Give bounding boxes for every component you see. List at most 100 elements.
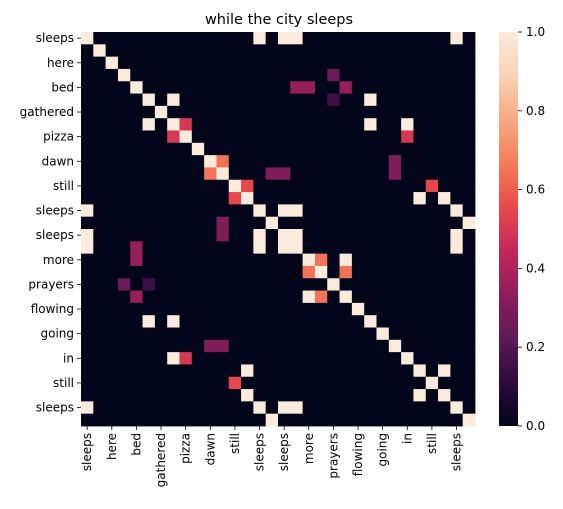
heatmap-cell	[450, 192, 464, 205]
heatmap-cell	[413, 265, 427, 279]
heatmap-cell	[179, 179, 193, 193]
heatmap-cell	[302, 130, 316, 144]
heatmap-cell	[241, 413, 254, 427]
heatmap-cell	[278, 130, 291, 144]
heatmap-cell	[314, 352, 328, 365]
heatmap-cell	[167, 315, 180, 328]
heatmap-cell	[93, 130, 107, 144]
heatmap-cell	[130, 192, 143, 205]
heatmap-cell	[314, 241, 328, 255]
heatmap-cell	[388, 413, 402, 427]
heatmap-cell	[327, 167, 340, 181]
heatmap-cell	[364, 253, 377, 267]
heatmap-cell	[179, 302, 193, 316]
heatmap-cell	[167, 93, 180, 107]
heatmap-cell	[228, 229, 242, 242]
heatmap-cell	[253, 93, 267, 107]
heatmap-cell	[327, 179, 340, 193]
heatmap-cell	[154, 290, 168, 304]
heatmap-cell	[413, 376, 427, 390]
heatmap-cell	[376, 278, 390, 291]
x-tick-label: sleeps	[277, 433, 291, 471]
heatmap-cell	[191, 290, 205, 304]
heatmap-cell	[204, 56, 217, 70]
heatmap-cell	[438, 376, 451, 390]
heatmap-cell	[401, 81, 414, 94]
heatmap-cell	[278, 229, 291, 242]
heatmap-cell	[314, 105, 328, 119]
heatmap-cell	[265, 339, 279, 353]
heatmap-cell	[253, 179, 267, 193]
heatmap-cell	[191, 81, 205, 94]
heatmap-cell	[216, 278, 230, 291]
heatmap-cell	[191, 265, 205, 279]
heatmap-cell	[302, 118, 316, 131]
y-tick-label: in	[63, 351, 74, 365]
heatmap-cell	[462, 413, 476, 427]
heatmap-cell	[278, 315, 291, 328]
heatmap-cell	[413, 68, 427, 82]
heatmap-cell	[179, 229, 193, 242]
heatmap-cell	[462, 56, 476, 70]
heatmap-cell	[130, 93, 143, 107]
heatmap-cell	[167, 339, 180, 353]
heatmap-cell	[302, 352, 316, 365]
heatmap-cell	[241, 118, 254, 131]
heatmap-cell	[401, 155, 414, 168]
heatmap-cell	[425, 105, 439, 119]
heatmap-cell	[228, 241, 242, 255]
heatmap-cell	[364, 93, 377, 107]
heatmap-cell	[179, 56, 193, 70]
heatmap-cell	[438, 302, 451, 316]
heatmap-cell	[327, 56, 340, 70]
heatmap-cell	[154, 376, 168, 390]
heatmap-cell	[388, 192, 402, 205]
heatmap-cell	[142, 278, 156, 291]
heatmap-cell	[253, 339, 267, 353]
heatmap-cell	[339, 265, 353, 279]
colorbar-ticks: 0.0 0.2 0.4 0.6 0.8 1.0	[518, 25, 545, 433]
heatmap-cell	[462, 401, 476, 415]
heatmap-cell	[327, 118, 340, 131]
heatmap-cell	[216, 93, 230, 107]
heatmap-cell	[204, 32, 217, 45]
heatmap-cell	[216, 290, 230, 304]
heatmap-cell	[314, 413, 328, 427]
heatmap-cell	[265, 352, 279, 365]
heatmap-cell	[142, 364, 156, 378]
heatmap-cell	[204, 339, 217, 353]
heatmap-cell	[339, 253, 353, 267]
heatmap-cell	[278, 105, 291, 119]
chart-title: while the city sleeps	[205, 12, 353, 28]
heatmap-cell	[93, 302, 107, 316]
heatmap-cell	[401, 253, 414, 267]
heatmap-cell	[117, 118, 131, 131]
heatmap-cell	[130, 401, 143, 415]
heatmap-cell	[401, 376, 414, 390]
heatmap-cell	[228, 253, 242, 267]
heatmap-cell	[388, 204, 402, 218]
heatmap-cell	[191, 56, 205, 70]
heatmap-cell	[413, 32, 427, 45]
colorbar-tick-label: 0.2	[526, 340, 545, 354]
heatmap-cell	[278, 192, 291, 205]
heatmap-cell	[388, 216, 402, 230]
heatmap-cell	[376, 44, 390, 58]
heatmap-cell	[167, 81, 180, 94]
heatmap-cell	[154, 93, 168, 107]
heatmap-cell	[241, 68, 254, 82]
heatmap-cell	[462, 364, 476, 378]
heatmap-cell	[425, 216, 439, 230]
heatmap-cell	[117, 32, 131, 45]
heatmap-cell	[327, 241, 340, 255]
heatmap-cell	[117, 229, 131, 242]
heatmap-cell	[216, 192, 230, 205]
heatmap-cell	[130, 302, 143, 316]
heatmap-cell	[278, 142, 291, 156]
heatmap-cell	[265, 118, 279, 131]
heatmap-cell	[81, 413, 94, 427]
heatmap-cell	[216, 265, 230, 279]
heatmap-cell	[290, 376, 304, 390]
heatmap-cell	[204, 68, 217, 82]
